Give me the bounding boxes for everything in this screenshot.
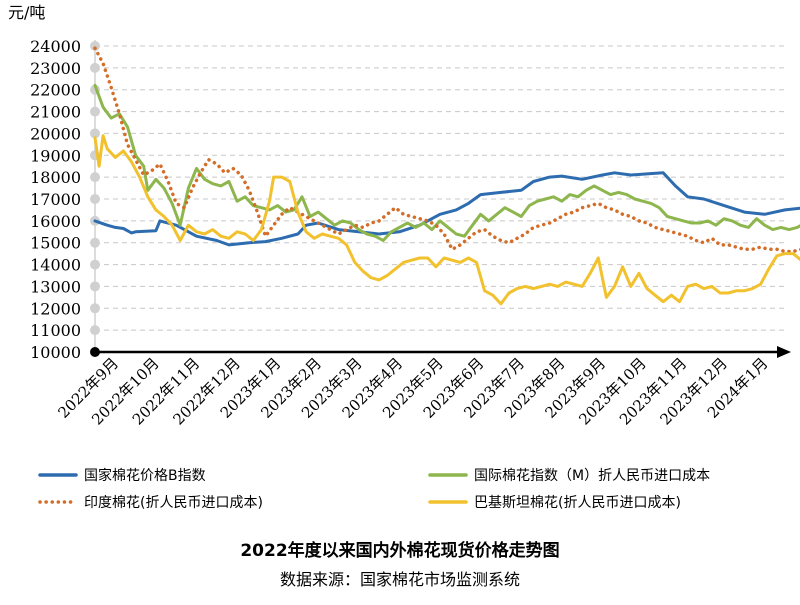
y-tick-label: 18000: [30, 168, 81, 187]
chart-title: 2022年度以来国内外棉花现货价格走势图: [240, 540, 559, 561]
y-tick-label: 20000: [30, 124, 81, 143]
y-tick-label: 19000: [30, 146, 81, 165]
series-lines: [93, 46, 800, 306]
y-tick-label: 11000: [30, 321, 81, 340]
y-tick-label: 16000: [30, 212, 81, 231]
origin-marker: [90, 347, 100, 357]
legend-label-3: 印度棉花(折人民币进口成本): [84, 494, 263, 511]
series-line-3: [93, 46, 800, 254]
y-tick-label: 21000: [30, 103, 81, 122]
y-tick-label: 14000: [30, 256, 81, 275]
legend-label-2: 国际棉花指数（M）折人民币进口成本: [474, 467, 710, 484]
legend-label-4: 巴基斯坦棉花(折人民币进口成本): [474, 494, 681, 511]
x-axis-arrow: [777, 346, 791, 358]
y-tick-label: 24000: [30, 37, 81, 56]
y-tick-label: 17000: [30, 190, 81, 209]
series-line-4: [93, 134, 800, 306]
y-tick-label: 12000: [30, 299, 81, 318]
y-tick-label: 15000: [30, 234, 81, 253]
y-tick-label: 22000: [30, 81, 81, 100]
y-axis-unit-label: 元/吨: [8, 3, 45, 22]
gridlines: [95, 45, 785, 331]
x-tick-labels: 2022年9月2022年10月2022年11月2022年12月2023年1月20…: [54, 354, 771, 428]
legend-label-1: 国家棉花价格B指数: [84, 467, 206, 484]
chart-source: 数据来源：国家棉花市场监测系统: [280, 570, 520, 589]
series-line-1: [93, 171, 800, 247]
legend: 国家棉花价格B指数 国际棉花指数（M）折人民币进口成本印度棉花(折人民币进口成本)…: [38, 467, 710, 511]
y-tick-label: 23000: [30, 59, 81, 78]
y-tick-label: 13000: [30, 277, 81, 296]
series-line-2: [93, 83, 800, 242]
y-tick-label: 10000: [30, 343, 81, 362]
y-tick-labels: 10000 11000 12000 13000 14000 15000 16000 17000…: [30, 37, 81, 362]
